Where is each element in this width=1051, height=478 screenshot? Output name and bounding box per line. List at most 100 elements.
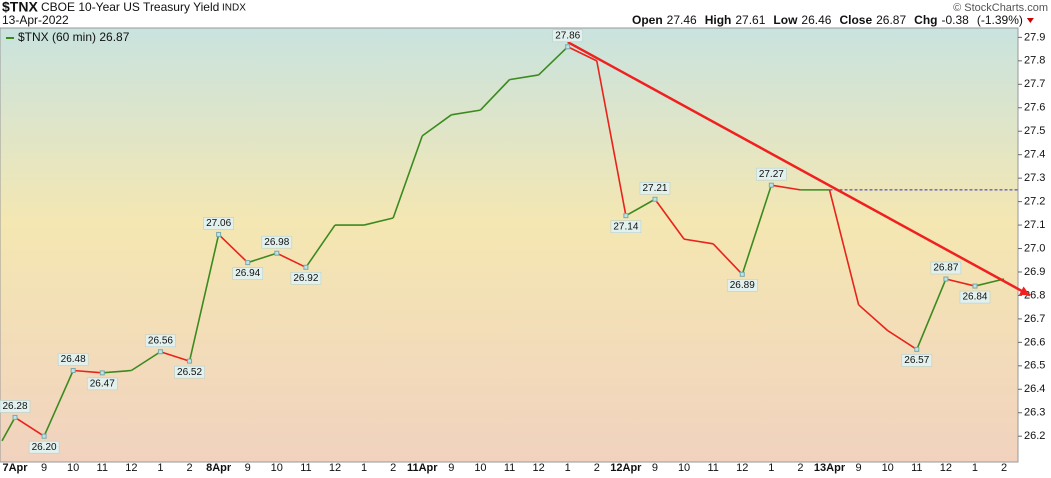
point-marker [972,283,978,289]
quote-label: Close [839,13,872,27]
price-segment [14,416,45,437]
x-tick-label: 1 [565,462,571,474]
x-tick-label: 12 [940,462,952,474]
label-box [28,440,60,454]
quote-value: 26.46 [801,13,831,27]
x-tick-label: 2 [390,462,396,474]
trend-arrow [1019,286,1030,296]
label-box [0,400,31,413]
x-tick-label: 10 [271,462,283,474]
point-marker [12,414,18,420]
label-box [901,354,933,367]
price-segment [130,351,161,372]
y-tick-label: 27.1 [1024,219,1045,231]
point-marker [216,231,222,237]
x-tick-label: 9 [652,462,658,474]
quote-label: High [705,13,732,27]
price-segment [771,184,801,191]
data-label: 26.87 [933,263,958,274]
price-segment [73,369,103,374]
data-label: 27.86 [555,30,580,41]
x-tick-label: 12Apr [610,462,642,474]
label-box [57,353,89,366]
data-label: 26.94 [235,268,260,279]
label-box [726,279,758,292]
y-tick-label: 27.5 [1024,125,1045,137]
y-tick-label: 27.9 [1024,31,1045,43]
y-tick-label: 27.4 [1024,149,1045,161]
point-marker [70,368,76,374]
y-tick-label: 27.8 [1024,55,1045,67]
price-segment [887,329,918,351]
label-box [174,365,205,379]
quote: Open 27.46 High 27.61 Low 26.46 Close 26.87 Chg -… [632,13,1034,27]
legend: $TNX (60 min) 26.87 [18,30,130,44]
exchange: INDX [222,3,246,14]
x-tick-label: 9 [245,462,251,474]
quote-label: Chg [914,13,937,27]
y-tick-label: 27.6 [1024,102,1045,114]
label-box [639,181,671,195]
y-tick-label: 26.2 [1024,430,1045,442]
plot [1,46,1018,442]
y-tick-label: 26.7 [1024,313,1045,325]
price-segment [538,46,569,76]
data-label: 27.21 [642,183,667,194]
x-tick-label: 9 [41,462,47,474]
x-tick-label: 9 [856,462,862,474]
quote-value: 26.87 [876,13,906,27]
price-segment [712,243,743,275]
x-tick-label: 10 [474,462,486,474]
x-tick-label: 11 [707,462,718,474]
data-label: 26.52 [177,367,202,378]
price-segment [858,304,889,332]
date: 13-Apr-2022 [2,13,69,27]
x-tick-label: 13Apr [814,462,846,474]
x-tick-label: 2 [797,462,803,474]
y-tick-label: 26.9 [1024,266,1045,278]
price-segment [247,252,278,264]
y-tick-label: 27.2 [1024,196,1045,208]
price-segment [421,114,452,137]
y-tick-label: 26.6 [1024,336,1045,348]
label-box [959,290,991,304]
data-label: 26.92 [293,273,318,284]
x-tick-label: 10 [882,462,894,474]
price-segment [479,79,511,111]
price-segment [741,184,773,275]
x-tick-label: 8Apr [206,462,232,474]
label-box [145,334,176,348]
x-tick-label: 2 [186,462,192,474]
x-tick-label: 1 [157,462,163,474]
x-tick-label: 11 [504,462,515,474]
price-segment [683,238,714,245]
label-box [756,167,787,181]
x-tick-label: 11 [97,462,108,474]
price-segment [828,189,860,306]
data-label: 26.57 [904,355,929,366]
point-marker [652,196,658,202]
price-segment [916,278,947,350]
plot-area [0,27,1019,463]
label-box [232,267,264,280]
x-tick-label: 11Apr [407,462,438,474]
label-box [610,220,642,233]
price-segment [43,370,74,437]
legend-swatch [6,37,14,39]
price-segment [625,198,656,217]
x-tick-label: 2 [1001,462,1007,474]
point-marker [41,433,47,439]
price-segment [509,74,539,81]
data-label: 27.14 [613,221,638,232]
x-tick-label: 10 [67,462,79,474]
x-tick-label: 1 [361,462,367,474]
quote-value: (-1.39%) [977,13,1023,27]
y-tick-label: 27.3 [1024,172,1045,184]
data-label: 26.20 [32,442,57,453]
chart-title: CBOE 10-Year US Treasury Yield [41,0,219,14]
point-marker [768,182,774,188]
price-segment [218,233,249,264]
label-box [203,217,234,230]
point-marker [245,260,251,266]
